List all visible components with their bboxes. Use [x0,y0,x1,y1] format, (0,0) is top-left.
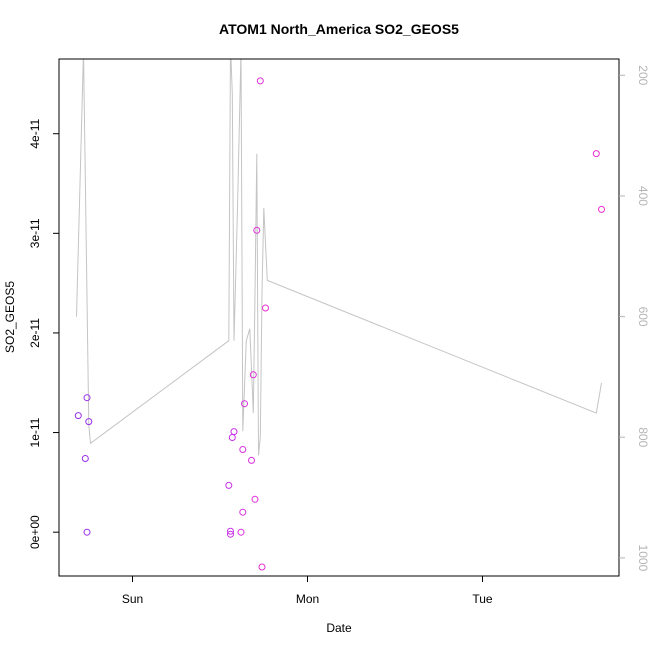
data-point [230,428,238,436]
data-point [258,563,266,571]
y-axis-label: SO2_GEOS5 [3,281,17,353]
x-tick-label: Mon [296,592,319,606]
x-tick-label: Sun [122,592,143,606]
data-point [249,371,257,379]
x-axis-label: Date [326,621,352,635]
data-point [237,528,245,536]
points-layer [74,77,605,571]
data-point [228,434,236,441]
data-point [225,481,233,489]
chart-title: ATOM1 North_America SO2_GEOS5 [219,21,459,37]
data-point [83,528,91,536]
x-axis: Sun Mon Tue [122,576,493,606]
y2-axis: 200 400 600 800 1000 [619,65,650,572]
y2-tick-label: 800 [636,427,650,447]
y2-tick-label: 1000 [636,545,650,572]
y-tick-label: 3e-11 [28,218,42,248]
data-point [227,530,234,538]
data-point [598,205,605,213]
data-point [248,456,255,464]
data-point [239,446,247,453]
data-point [241,400,248,408]
data-point [256,77,264,85]
pressure-line-layer [76,59,602,456]
data-point [81,455,89,462]
y-tick-label: 2e-11 [28,318,42,348]
y2-tick-label: 400 [636,186,650,206]
data-point [227,527,234,535]
data-point [253,226,261,234]
data-point [592,150,600,158]
y-tick-label: 4e-11 [28,118,42,148]
y-axis: 0e+00 1e-11 2e-11 3e-11 4e-11 [28,118,59,549]
data-point [251,495,259,503]
data-point [83,394,91,402]
x-tick-label: Tue [472,592,493,606]
y2-tick-label: 200 [636,65,650,85]
data-point [74,412,82,420]
y-tick-label: 1e-11 [28,417,42,447]
data-point [239,508,247,516]
y2-tick-label: 600 [636,307,650,327]
pressure-line [76,59,602,456]
plot-frame [58,58,620,577]
y-tick-label: 0e+00 [28,515,42,549]
data-point [85,418,93,426]
data-point [262,304,269,312]
